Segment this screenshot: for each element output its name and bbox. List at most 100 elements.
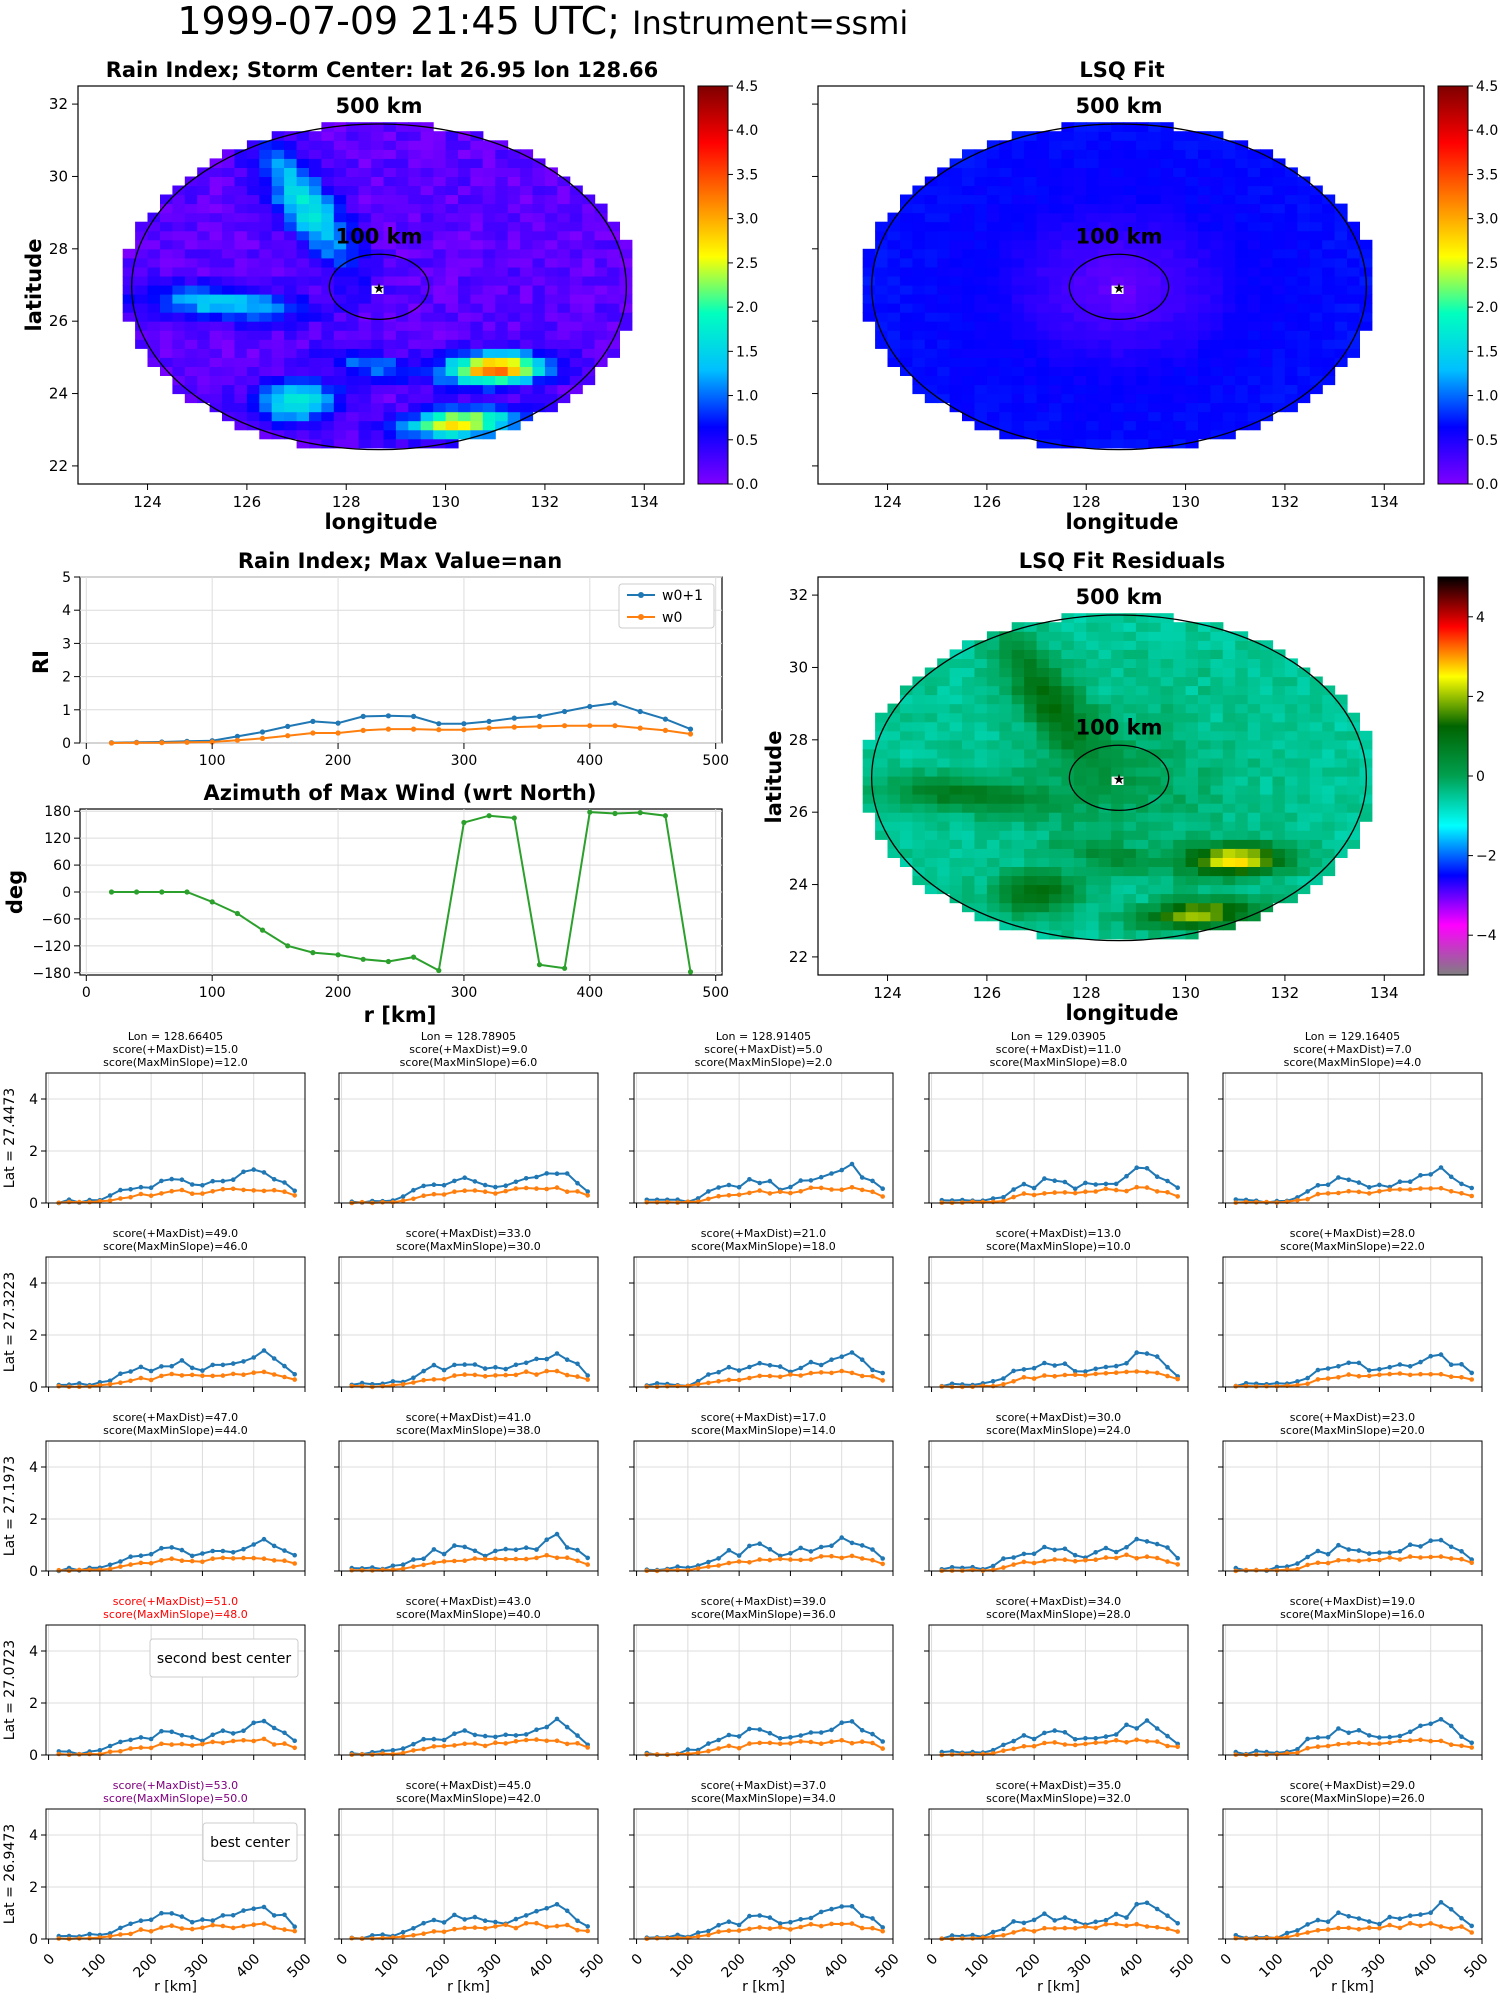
data-point xyxy=(575,1547,580,1553)
data-point xyxy=(436,727,442,733)
data-point xyxy=(747,1177,752,1182)
map-cell xyxy=(986,402,1000,413)
map-cell xyxy=(986,911,1000,922)
map-cell xyxy=(962,393,975,404)
subplot-bg xyxy=(46,1257,305,1387)
resid-colorbar-bar xyxy=(1437,576,1469,976)
map-cell xyxy=(1198,857,1211,867)
data-point xyxy=(1031,1560,1037,1566)
map-cell xyxy=(557,203,571,214)
map-cell xyxy=(1011,303,1025,313)
map-cell xyxy=(1148,875,1162,886)
map-cell xyxy=(1073,276,1087,286)
map-cell xyxy=(433,185,447,196)
map-cell xyxy=(1148,411,1162,422)
map-cell xyxy=(309,339,322,349)
data-point xyxy=(56,1383,62,1389)
map-cell xyxy=(358,429,372,440)
map-cell xyxy=(1359,748,1373,759)
data-point xyxy=(441,1559,447,1564)
data-point xyxy=(234,737,240,743)
map-cell xyxy=(1011,893,1025,904)
map-cell xyxy=(1061,794,1075,804)
data-point xyxy=(1011,1555,1016,1560)
map-cell xyxy=(962,748,975,759)
map-cell xyxy=(1247,294,1261,304)
data-point xyxy=(1011,1562,1016,1567)
map-cell xyxy=(309,185,322,196)
map-cell xyxy=(445,312,459,322)
map-cell xyxy=(1098,375,1112,386)
data-point xyxy=(282,1180,287,1185)
map-cell xyxy=(433,203,447,214)
map-cell xyxy=(1086,839,1100,849)
map-cell xyxy=(1073,667,1087,678)
map-cell xyxy=(371,185,385,196)
map-cell xyxy=(495,420,509,431)
data-point xyxy=(1356,1558,1362,1564)
map-cell xyxy=(887,721,901,732)
map-cell xyxy=(222,167,235,177)
map-cell xyxy=(594,266,608,277)
map-cell xyxy=(1061,248,1075,259)
map-cell xyxy=(371,429,385,440)
map-cell xyxy=(1160,857,1174,867)
map-cell xyxy=(333,176,347,187)
map-cell xyxy=(420,131,434,141)
map-cell xyxy=(999,429,1013,440)
map-cell xyxy=(458,140,471,150)
map-cell xyxy=(532,321,546,331)
map-cell xyxy=(1160,794,1174,804)
map-cell xyxy=(999,767,1013,777)
map-cell xyxy=(1247,393,1261,404)
map-cell xyxy=(395,384,409,395)
map-cell xyxy=(1210,911,1224,922)
map-cell xyxy=(321,429,335,440)
data-point xyxy=(1336,1558,1341,1563)
map-cell xyxy=(470,285,484,295)
map-cell xyxy=(1322,303,1336,313)
map-cell xyxy=(1036,748,1050,759)
map-cell xyxy=(1322,767,1336,777)
map-cell xyxy=(346,167,360,177)
map-cell xyxy=(346,402,360,413)
map-cell xyxy=(520,149,534,159)
map-cell xyxy=(1123,122,1137,132)
data-point xyxy=(1124,1369,1129,1375)
map-cell xyxy=(1173,884,1187,895)
map-cell xyxy=(1049,767,1062,777)
data-point xyxy=(234,910,240,917)
y-tick-label: −180 xyxy=(33,966,71,982)
map-cell xyxy=(962,321,975,331)
map-cell xyxy=(358,348,372,358)
map-cell xyxy=(1185,730,1199,741)
map-cell xyxy=(1173,821,1187,831)
data-point xyxy=(220,1178,226,1184)
map-cell xyxy=(1260,721,1274,732)
map-cell xyxy=(912,312,926,322)
map-cell xyxy=(1098,212,1112,223)
map-cell xyxy=(1086,739,1100,750)
map-cell xyxy=(1222,884,1236,895)
map-cell xyxy=(1111,739,1125,750)
map-cell xyxy=(147,248,161,259)
rain-colorbar-bar xyxy=(697,85,729,485)
map-cell xyxy=(1260,230,1274,241)
map-cell xyxy=(1111,911,1125,922)
map-cell xyxy=(974,194,988,205)
map-cell xyxy=(986,339,1000,349)
map-cell xyxy=(222,239,235,250)
map-cell xyxy=(1309,776,1323,786)
map-cell xyxy=(1210,276,1224,286)
map-cell xyxy=(1036,622,1050,632)
map-cell xyxy=(321,194,335,205)
map-cell xyxy=(862,794,876,804)
data-point xyxy=(400,1562,406,1567)
map-cell xyxy=(197,276,211,286)
map-cell xyxy=(309,266,322,277)
data-point xyxy=(511,715,517,721)
map-cell xyxy=(470,366,484,376)
map-cell xyxy=(569,330,583,340)
map-cell xyxy=(974,757,988,768)
